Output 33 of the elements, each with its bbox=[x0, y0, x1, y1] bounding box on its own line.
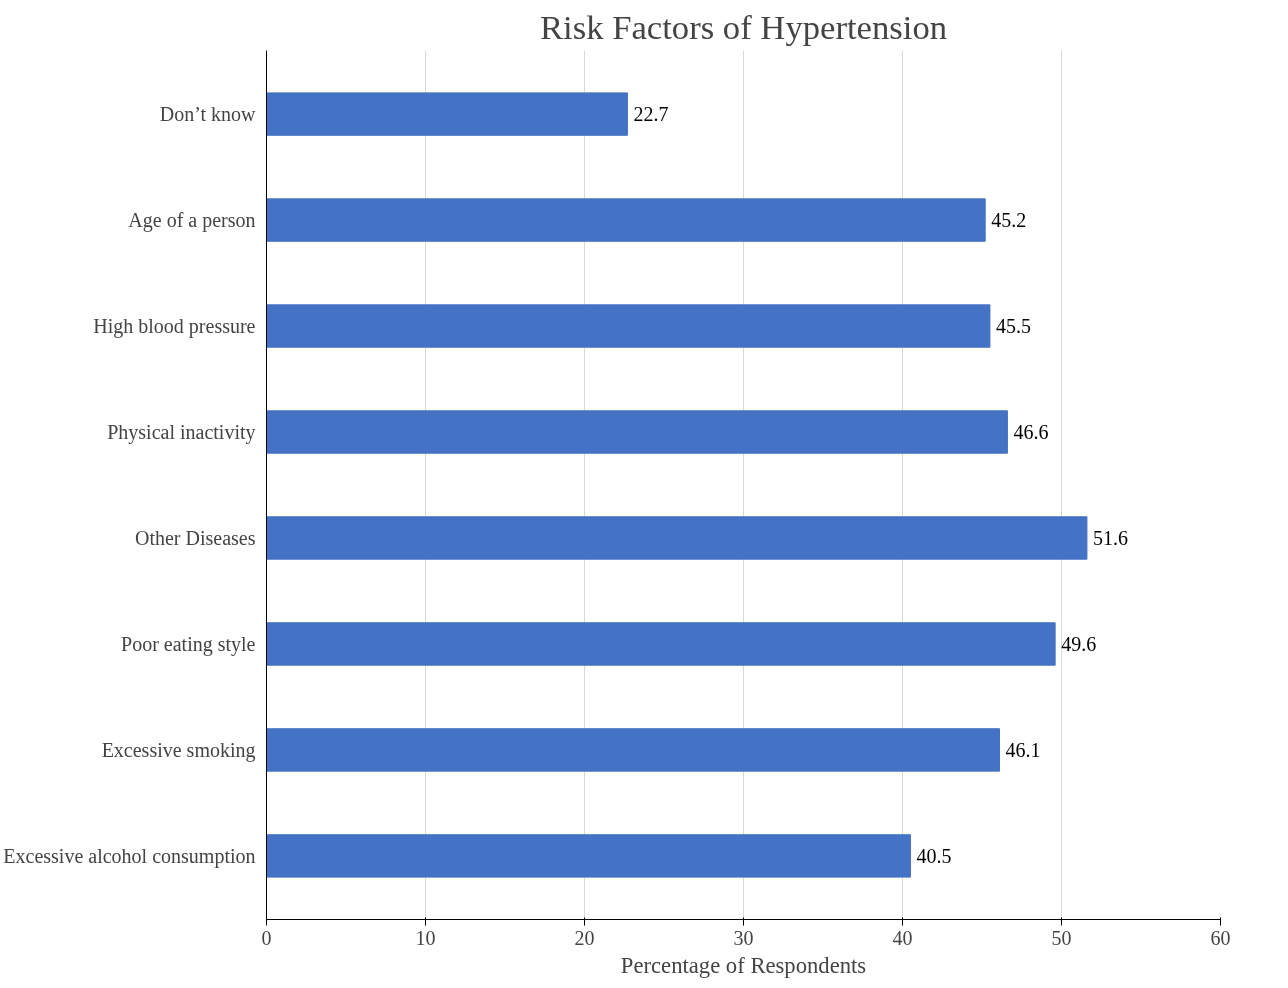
data-label: 45.5 bbox=[995, 315, 1031, 338]
data-label: 51.6 bbox=[1092, 526, 1128, 549]
y-tick-label: Other Diseases bbox=[134, 526, 256, 549]
bar bbox=[266, 516, 1088, 560]
bar bbox=[266, 622, 1056, 666]
chart-title: Risk Factors of Hypertension bbox=[539, 7, 948, 46]
x-tick-label: 60 bbox=[1210, 926, 1231, 949]
bar bbox=[266, 728, 1000, 772]
x-tick-label: 20 bbox=[574, 926, 595, 949]
bar bbox=[266, 198, 986, 242]
y-tick-label: Excessive alcohol consumption bbox=[3, 844, 256, 868]
bar bbox=[266, 304, 991, 348]
data-label: 45.2 bbox=[991, 209, 1027, 232]
data-label: 49.6 bbox=[1061, 632, 1097, 655]
x-tick-label: 40 bbox=[892, 926, 913, 949]
data-label: 46.1 bbox=[1005, 738, 1041, 761]
y-tick-label: Poor eating style bbox=[121, 632, 256, 656]
y-tick-label: Physical inactivity bbox=[107, 421, 256, 445]
y-tick-label: Excessive smoking bbox=[101, 738, 256, 762]
data-label: 46.6 bbox=[1013, 421, 1049, 444]
x-axis-title: Percentage of Respondents bbox=[620, 952, 867, 978]
bar bbox=[266, 92, 628, 136]
data-label: 40.5 bbox=[916, 844, 952, 867]
x-tick-label: 50 bbox=[1051, 926, 1072, 949]
bar bbox=[266, 410, 1008, 454]
data-label: 22.7 bbox=[633, 103, 669, 126]
y-tick-label: Don’t know bbox=[159, 103, 257, 126]
bar bbox=[266, 834, 911, 878]
x-tick-label: 10 bbox=[415, 926, 436, 949]
y-tick-label: Age of a person bbox=[128, 209, 256, 233]
x-tick-label: 30 bbox=[733, 926, 754, 949]
y-tick-label: High blood pressure bbox=[93, 315, 256, 339]
x-tick-label: 0 bbox=[261, 926, 272, 949]
